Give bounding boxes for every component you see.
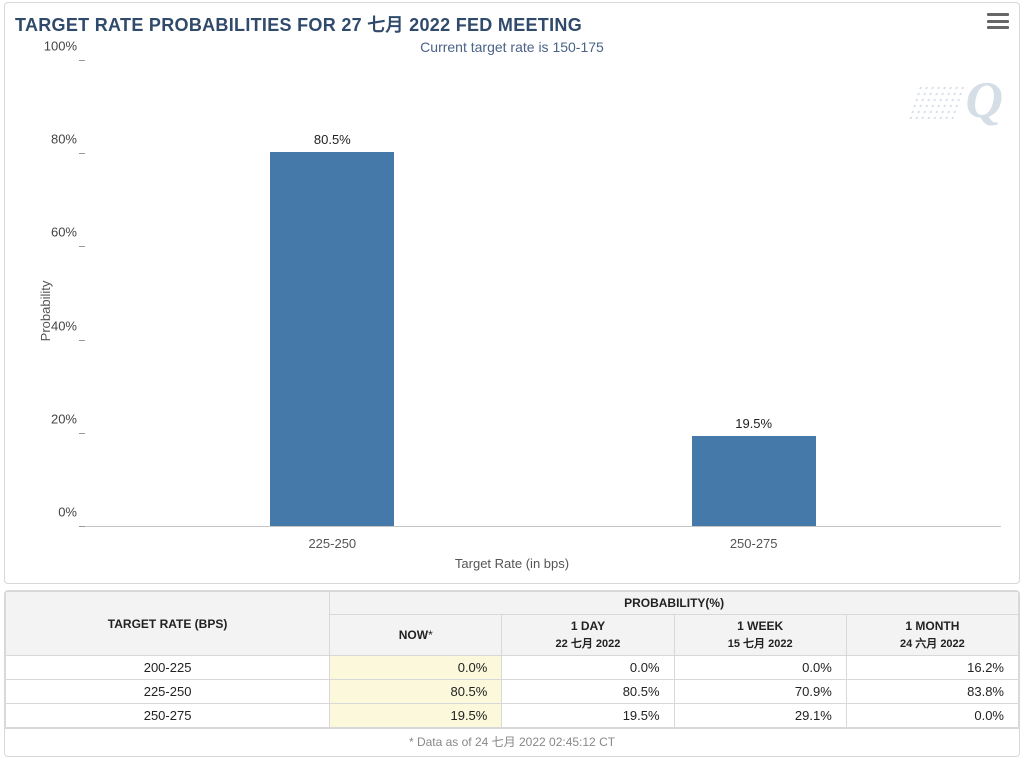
y-tick-label: 20% — [35, 411, 77, 426]
x-category-label: 250-275 — [694, 536, 814, 551]
chart-card: TARGET RATE PROBABILITIES FOR 27 七月 2022… — [4, 2, 1020, 584]
prob-cell: 16.2% — [846, 656, 1018, 680]
col-header-probability: PROBABILITY(%) — [330, 592, 1019, 615]
col-header-rate: TARGET RATE (BPS) — [6, 592, 330, 656]
x-axis-label: Target Rate (in bps) — [15, 556, 1009, 571]
hamburger-icon[interactable] — [987, 11, 1009, 31]
period-header: 1 MONTH24 六月 2022 — [846, 615, 1018, 656]
rate-cell: 250-275 — [6, 704, 330, 728]
rate-cell: 200-225 — [6, 656, 330, 680]
chart-plot: 0%20%40%60%80%100% 80.5%225-25019.5%250-… — [85, 61, 1001, 527]
table-row: 200-2250.0%0.0%0.0%16.2% — [6, 656, 1019, 680]
table-footnote: * Data as of 24 七月 2022 02:45:12 CT — [5, 728, 1019, 756]
y-tick-label: 60% — [35, 225, 77, 240]
table-row: 225-25080.5%80.5%70.9%83.8% — [6, 680, 1019, 704]
prob-cell: 0.0% — [502, 656, 674, 680]
prob-cell: 83.8% — [846, 680, 1018, 704]
period-header: 1 DAY22 七月 2022 — [502, 615, 674, 656]
x-axis-line — [85, 526, 1001, 527]
prob-cell: 70.9% — [674, 680, 846, 704]
prob-cell: 0.0% — [674, 656, 846, 680]
table-row: 250-27519.5%19.5%29.1%0.0% — [6, 704, 1019, 728]
y-tick-label: 100% — [35, 39, 77, 54]
bar-value-label: 19.5% — [692, 416, 816, 431]
plot-area: Probability 0%20%40%60%80%100% 80.5%225-… — [15, 51, 1009, 571]
probability-table-card: TARGET RATE (BPS) PROBABILITY(%) NOW*1 D… — [4, 590, 1020, 757]
prob-cell: 0.0% — [846, 704, 1018, 728]
probability-table: TARGET RATE (BPS) PROBABILITY(%) NOW*1 D… — [5, 591, 1019, 728]
prob-cell: 19.5% — [330, 704, 502, 728]
rate-cell: 225-250 — [6, 680, 330, 704]
bar[interactable]: 19.5% — [692, 436, 816, 527]
x-category-label: 225-250 — [272, 536, 392, 551]
y-tick-label: 80% — [35, 132, 77, 147]
prob-cell: 80.5% — [330, 680, 502, 704]
chart-title: TARGET RATE PROBABILITIES FOR 27 七月 2022… — [15, 11, 582, 37]
prob-cell: 0.0% — [330, 656, 502, 680]
period-header: 1 WEEK15 七月 2022 — [674, 615, 846, 656]
y-tick-label: 0% — [35, 505, 77, 520]
bar[interactable]: 80.5% — [270, 152, 394, 527]
prob-cell: 80.5% — [502, 680, 674, 704]
bar-value-label: 80.5% — [270, 132, 394, 147]
period-header: NOW* — [330, 615, 502, 656]
prob-cell: 19.5% — [502, 704, 674, 728]
prob-cell: 29.1% — [674, 704, 846, 728]
y-tick-label: 40% — [35, 318, 77, 333]
chart-title-bar: TARGET RATE PROBABILITIES FOR 27 七月 2022… — [15, 11, 1009, 37]
